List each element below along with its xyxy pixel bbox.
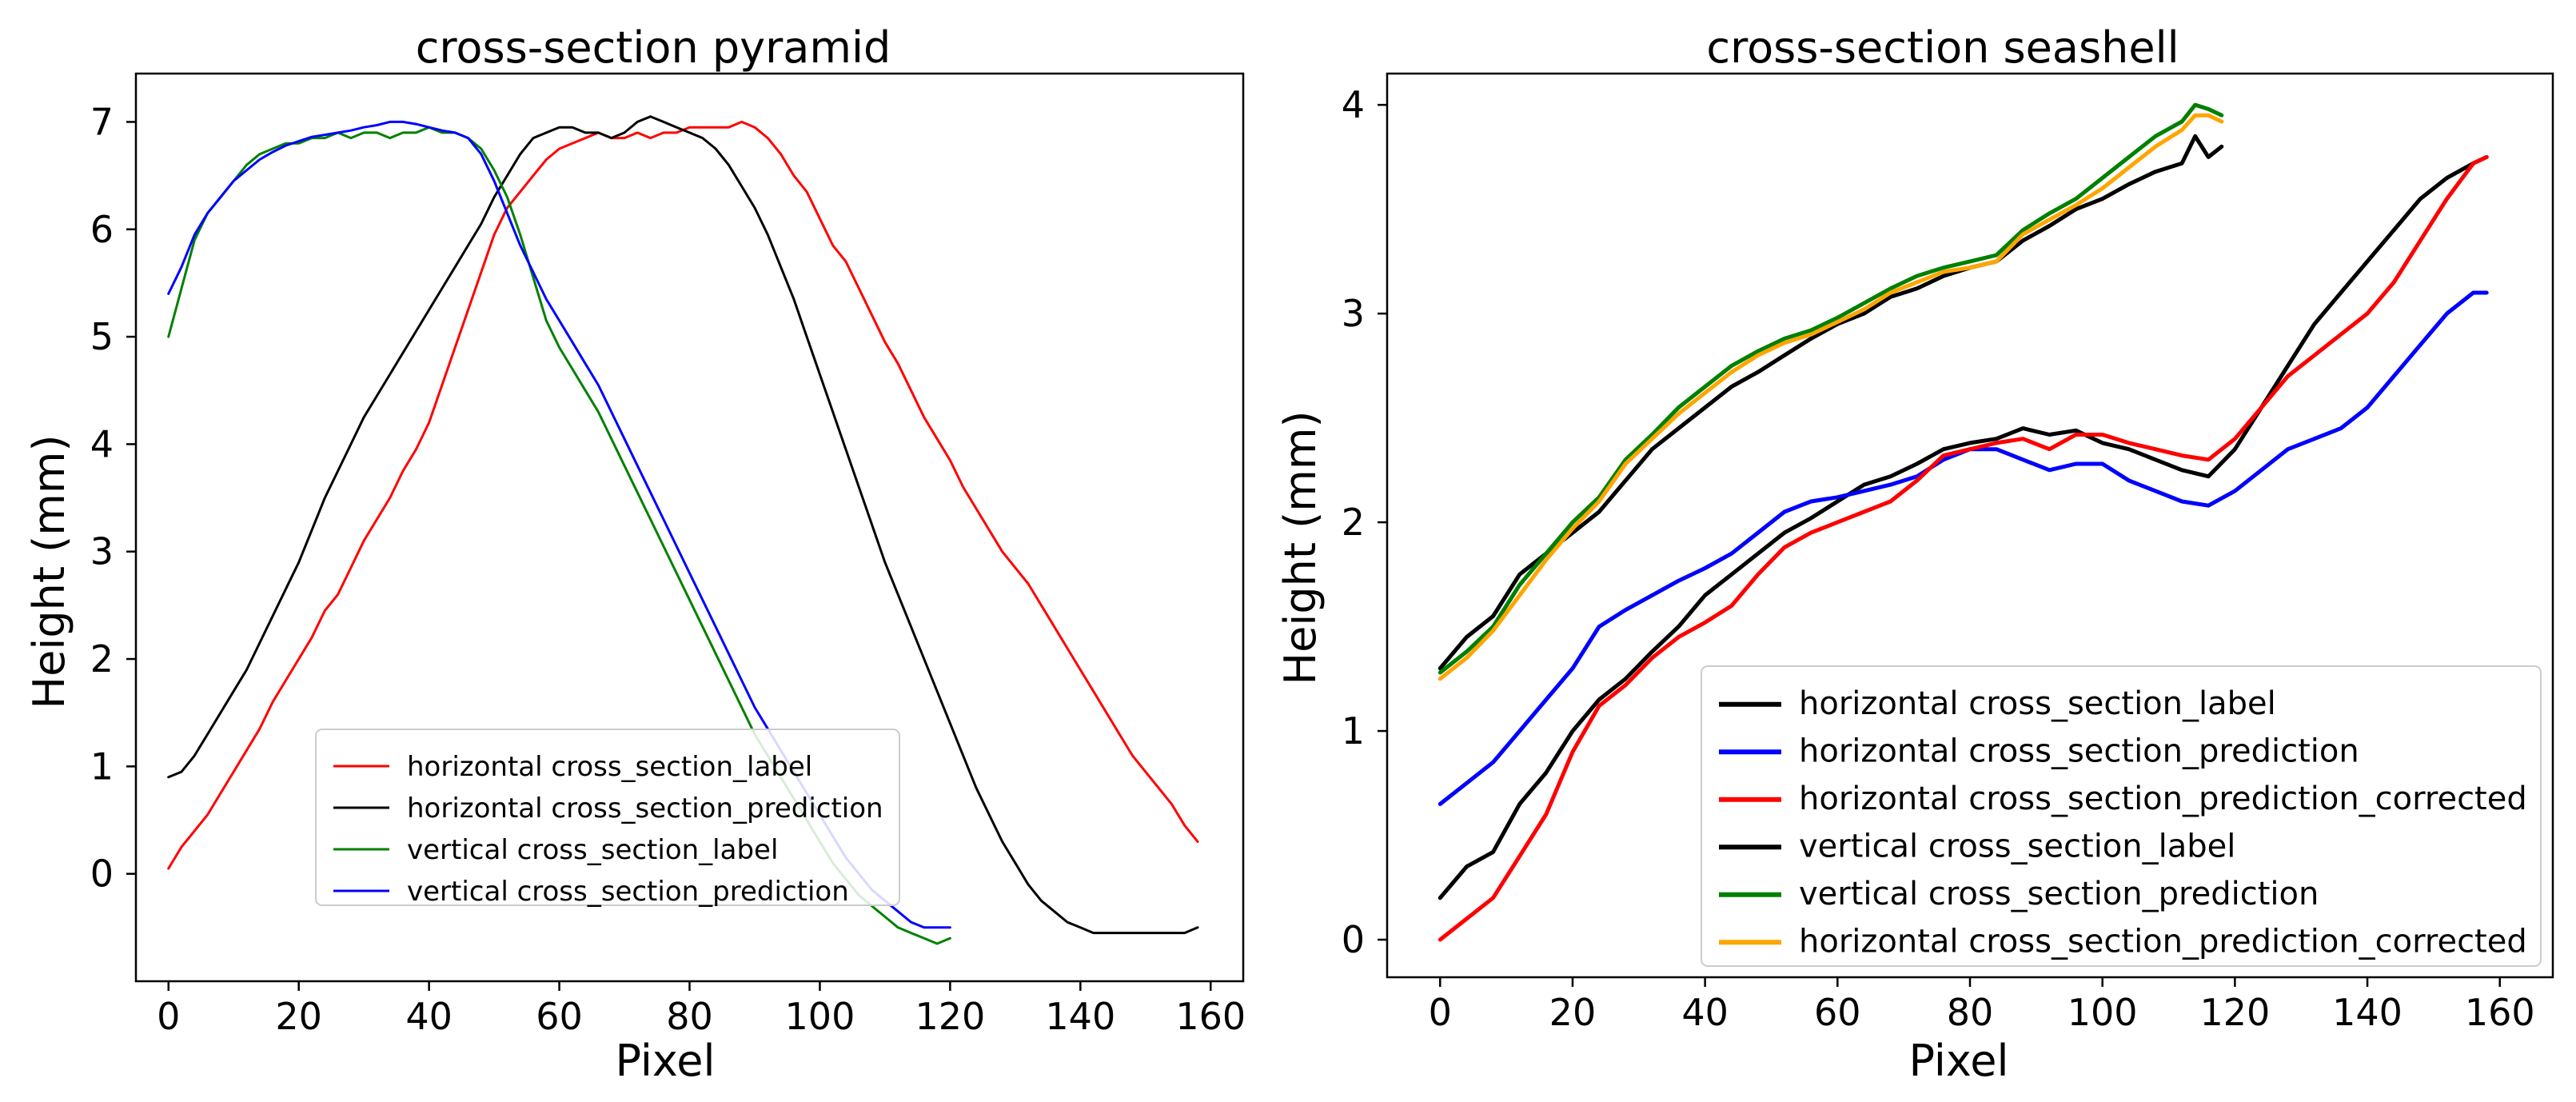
x-tick-label: 20 xyxy=(1549,991,1597,1034)
legend-box xyxy=(315,729,900,906)
legend: horizontal cross_section_label horizontal… xyxy=(315,729,900,908)
axis-ticks: 0 20 40 60 80 100 120 140 160 0 1 2 3 4 xyxy=(1342,83,2535,1034)
legend-label: horizontal cross_section_label xyxy=(407,751,812,783)
legend-label: horizontal cross_section_label xyxy=(1799,685,2276,722)
x-axis-label: Pixel xyxy=(1909,1036,2009,1086)
legend-label: horizontal cross_section_prediction xyxy=(407,793,883,825)
y-tick-label: 0 xyxy=(90,852,114,896)
legend-box xyxy=(1701,665,2542,967)
series-line-5 xyxy=(1438,102,2224,675)
chart-title: cross-section seashell xyxy=(1706,22,2179,73)
legend: horizontal cross_section_label horizontal… xyxy=(1701,665,2542,967)
y-tick-label: 0 xyxy=(1342,918,1365,961)
y-tick-label: 2 xyxy=(90,637,114,681)
x-tick-label: 60 xyxy=(536,995,583,1038)
y-tick-label: 4 xyxy=(1342,83,1365,126)
x-tick-label: 100 xyxy=(2068,991,2138,1034)
legend-label: vertical cross_section_prediction xyxy=(1799,876,2319,912)
x-tick-label: 0 xyxy=(1429,991,1452,1034)
x-tick-label: 60 xyxy=(1814,991,1861,1034)
x-tick-label: 20 xyxy=(275,995,322,1038)
series-line-6 xyxy=(1438,113,2224,681)
legend-label: vertical cross_section_prediction xyxy=(407,876,849,908)
legend-label: horizontal cross_section_prediction_corr… xyxy=(1799,923,2527,960)
x-tick-label: 120 xyxy=(915,995,985,1038)
x-tick-label: 40 xyxy=(1681,991,1729,1034)
y-tick-label: 5 xyxy=(90,315,114,358)
series-line-4 xyxy=(1438,134,2224,671)
x-tick-label: 0 xyxy=(157,995,180,1038)
y-tick-label: 6 xyxy=(90,208,114,251)
plot-frame xyxy=(1386,72,2554,979)
chart-pyramid: cross-section pyramid Height (mm) Pixel … xyxy=(24,22,1246,1086)
plot-frame xyxy=(134,72,1245,983)
y-tick-label: 4 xyxy=(90,422,114,465)
legend-label: vertical cross_section_label xyxy=(1799,828,2235,864)
legend-label: vertical cross_section_label xyxy=(407,834,778,866)
series-line-2 xyxy=(167,115,1199,935)
legend-label: horizontal cross_section_prediction_corr… xyxy=(1799,781,2527,817)
x-tick-label: 160 xyxy=(2465,991,2535,1034)
legend-label: horizontal cross_section_prediction xyxy=(1799,733,2359,769)
x-tick-label: 140 xyxy=(2332,991,2403,1034)
axis-ticks: 0 20 40 60 80 100 120 140 160 0 1 2 3 4 5 6 7 xyxy=(90,100,1246,1038)
chart-seashell: cross-section seashell Height (mm) Pixel… xyxy=(1275,22,2554,1086)
y-tick-label: 1 xyxy=(90,745,114,788)
x-tick-label: 120 xyxy=(2199,991,2270,1034)
series-lines xyxy=(1438,102,2489,942)
x-tick-label: 40 xyxy=(405,995,453,1038)
x-tick-label: 80 xyxy=(666,995,713,1038)
chart-title: cross-section pyramid xyxy=(416,22,891,73)
series-line-1 xyxy=(1438,154,2489,900)
y-tick-label: 7 xyxy=(90,100,114,143)
y-tick-label: 1 xyxy=(1342,709,1365,753)
x-tick-label: 100 xyxy=(785,995,855,1038)
series-line-3 xyxy=(1438,154,2489,942)
x-axis-label: Pixel xyxy=(616,1036,716,1086)
x-tick-label: 160 xyxy=(1175,995,1246,1038)
y-tick-label: 3 xyxy=(1342,292,1365,335)
y-tick-label: 2 xyxy=(1342,501,1365,544)
y-axis-label: Height (mm) xyxy=(1275,410,1326,685)
x-tick-label: 140 xyxy=(1045,995,1115,1038)
x-tick-label: 80 xyxy=(1947,991,1994,1034)
y-tick-label: 3 xyxy=(90,530,114,573)
y-axis-label: Height (mm) xyxy=(24,434,74,709)
